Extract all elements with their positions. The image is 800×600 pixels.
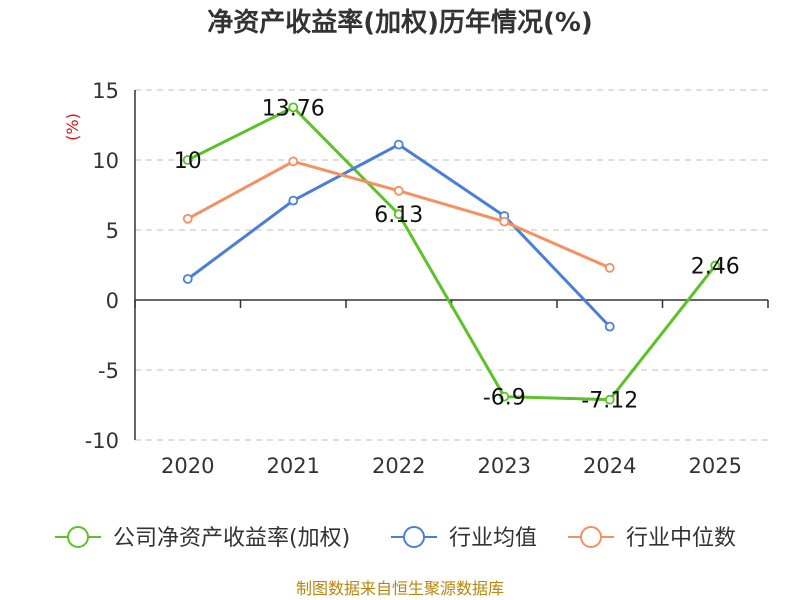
data-point <box>288 195 299 206</box>
legend-label: 行业均值 <box>449 526 537 551</box>
legend-label: 行业中位数 <box>626 526 736 551</box>
data-point <box>393 139 404 150</box>
data-label: 13.76 <box>262 96 325 121</box>
x-tick-label: 2024 <box>583 454 636 478</box>
y-tick-label: 5 <box>106 219 119 243</box>
y-tick-labels: 15 10 5 0 -5 -10 <box>85 79 119 453</box>
legend-label: 公司净资产收益率(加权) <box>113 526 350 551</box>
source-note: 制图数据来自恒生聚源数据库 <box>296 579 504 598</box>
x-tick-label: 2023 <box>478 454 531 478</box>
data-label: 2.46 <box>691 255 740 280</box>
x-tick-labels: 2020 2021 2022 2023 2024 2025 <box>161 454 742 478</box>
data-point <box>182 274 193 284</box>
chart-title: 净资产收益率(加权)历年情况(%) <box>207 7 593 38</box>
data-label: 10 <box>174 149 202 174</box>
x-tick-label: 2022 <box>372 454 425 478</box>
y-tick-label: 10 <box>92 149 119 173</box>
data-point <box>393 209 404 220</box>
x-tick-label: 2021 <box>267 454 320 478</box>
data-point <box>288 156 299 167</box>
data-point <box>182 155 193 165</box>
data-label: 6.13 <box>374 203 423 228</box>
y-axis-label: (%) <box>63 113 82 141</box>
data-point <box>393 185 404 196</box>
y-tick-label: -10 <box>85 429 119 453</box>
data-point <box>710 260 721 271</box>
data-point <box>604 394 615 405</box>
data-point <box>499 216 510 227</box>
data-point <box>499 391 510 402</box>
x-tick-label: 2025 <box>689 454 742 478</box>
grid-lines <box>135 89 768 441</box>
legend: 公司净资产收益率(加权) 行业均值 行业中位数 <box>55 526 736 551</box>
data-labels: 10 13.76 6.13 -6.9 -7.12 2.46 <box>174 96 740 413</box>
data-point <box>182 213 193 224</box>
data-label: -7.12 <box>581 389 638 414</box>
data-label: -6.9 <box>483 386 526 411</box>
y-tick-label: -5 <box>98 359 119 383</box>
legend-marker <box>67 526 89 548</box>
series-group <box>182 102 721 405</box>
legend-marker <box>580 526 602 548</box>
y-tick-label: 0 <box>106 289 119 313</box>
y-tick-label: 15 <box>92 79 119 103</box>
series-line-0 <box>187 105 717 402</box>
data-point <box>604 321 615 332</box>
x-tick-label: 2020 <box>161 454 214 478</box>
data-point <box>604 262 615 273</box>
data-point <box>288 102 299 113</box>
legend-marker <box>403 526 425 548</box>
axes <box>134 90 769 440</box>
